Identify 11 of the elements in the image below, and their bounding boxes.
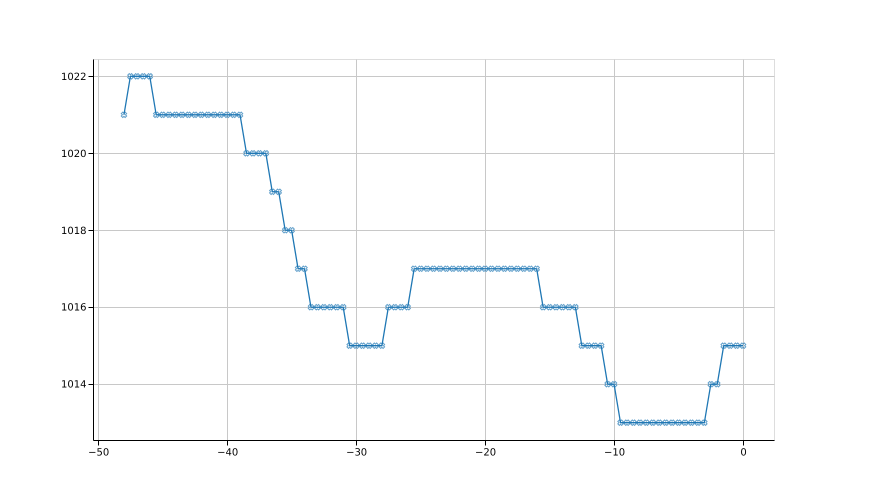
x-tick-label: −50 bbox=[88, 448, 110, 458]
x-tick-label: 0 bbox=[740, 448, 747, 458]
y-tick-label: 1018 bbox=[61, 226, 86, 237]
x-tick-label: −10 bbox=[604, 448, 626, 458]
x-tick-label: −20 bbox=[475, 448, 496, 458]
y-tick-label: 1014 bbox=[61, 380, 86, 391]
y-tick-label: 1022 bbox=[61, 72, 86, 83]
y-tick-label: 1020 bbox=[61, 148, 86, 160]
y-tick-label: 1016 bbox=[61, 302, 86, 314]
x-tick-label: −40 bbox=[217, 448, 238, 458]
x-tick-label: −30 bbox=[346, 448, 368, 458]
